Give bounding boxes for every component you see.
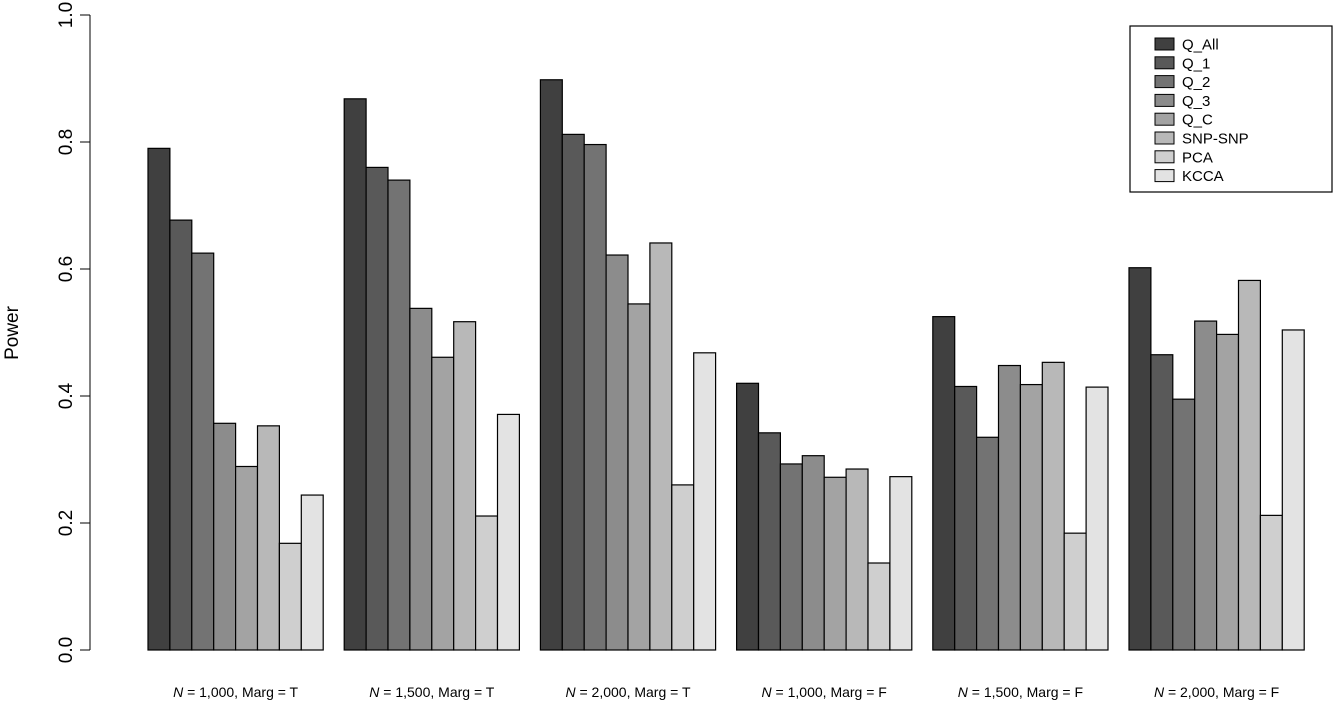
bar [867, 562, 891, 651]
bar [954, 385, 978, 651]
legend-item: SNP-SNP [1154, 131, 1249, 148]
bar [1259, 514, 1283, 651]
bar [671, 484, 695, 651]
bar [1019, 383, 1043, 651]
legend-label: Q_3 [1182, 93, 1210, 110]
bar-group [932, 316, 1109, 651]
legend-box [1129, 25, 1333, 193]
bar [300, 494, 324, 651]
bar [561, 133, 585, 651]
y-tick-label: 1.0 [56, 2, 77, 28]
y-tick-label: 0.2 [56, 510, 77, 536]
legend-label: Q_All [1182, 37, 1219, 54]
bar [1041, 361, 1065, 651]
y-axis-title: Power [2, 305, 23, 360]
x-category-label: N = 2,000, Marg = T [565, 684, 690, 700]
y-tick-label: 0.4 [56, 382, 77, 409]
bar [1128, 267, 1152, 651]
y-tick-label: 0.8 [56, 129, 77, 155]
y-tick-label: 0.6 [56, 256, 77, 282]
bar [496, 413, 520, 651]
legend-item: Q_1 [1154, 55, 1210, 72]
bar [1194, 320, 1218, 651]
legend-label: Q_2 [1182, 74, 1210, 91]
legend-item: Q_2 [1154, 74, 1210, 91]
bar [735, 382, 760, 651]
legend-swatch [1154, 150, 1175, 164]
x-category-label: N = 1,500, Marg = T [369, 684, 494, 700]
bar [256, 425, 280, 651]
bar [409, 307, 433, 651]
legend-swatch [1154, 37, 1175, 51]
bar [823, 476, 847, 651]
x-category-label: N = 2,000, Marg = F [1154, 684, 1279, 700]
bar [932, 316, 956, 651]
bar [605, 254, 629, 651]
bar [583, 143, 607, 651]
bar [1063, 532, 1087, 651]
bar [387, 179, 411, 651]
legend-item: Q_3 [1154, 93, 1210, 110]
bar [169, 219, 193, 651]
bar [757, 432, 781, 651]
bar [453, 321, 477, 651]
bar [475, 515, 499, 651]
bar [649, 242, 673, 651]
y-tick-label: 0.0 [56, 637, 77, 663]
legend-item: Q_All [1154, 37, 1219, 54]
x-category-label: N = 1,500, Marg = F [958, 684, 1083, 700]
bar [693, 352, 717, 651]
bar-group [343, 98, 520, 651]
y-axis: 0.0 0.2 0.4 0.6 0.8 1.0 [56, 2, 91, 663]
legend-label: Q_1 [1182, 55, 1210, 72]
x-axis-category-labels: N = 1,000, Marg = T N = 1,500, Marg = T N … [173, 684, 1279, 700]
legend-swatch [1154, 112, 1175, 126]
bar [343, 98, 367, 651]
legend-item: Q_C [1154, 112, 1213, 129]
bar [1172, 398, 1196, 651]
legend-item: PCA [1154, 149, 1213, 166]
legend-swatch [1154, 169, 1175, 183]
bar [1150, 354, 1174, 651]
bar [627, 303, 651, 651]
bar [278, 542, 302, 651]
bar [147, 147, 171, 651]
x-category-label: N = 1,000, Marg = T [173, 684, 298, 700]
bar [1085, 386, 1109, 651]
bar [845, 468, 869, 651]
bar-group [735, 382, 913, 651]
bar [975, 436, 1000, 651]
legend-label: KCCA [1182, 168, 1224, 185]
bar [779, 463, 803, 651]
bar [213, 422, 237, 651]
x-category-label: N = 1,000, Marg = F [762, 684, 887, 700]
legend-label: Q_C [1182, 112, 1213, 129]
bar-group [147, 147, 324, 651]
legend-label: SNP-SNP [1182, 131, 1249, 148]
bar [539, 79, 563, 651]
bar [235, 465, 259, 651]
legend-swatch [1154, 93, 1175, 107]
bar [1281, 329, 1305, 651]
legend-swatch [1154, 56, 1175, 70]
bar [365, 166, 389, 651]
bars [147, 79, 1305, 651]
bar [997, 364, 1021, 651]
bar-group [539, 79, 717, 651]
bar [431, 356, 455, 651]
bar [1215, 333, 1240, 651]
bar [1237, 279, 1261, 651]
legend-swatch [1154, 131, 1175, 145]
legend-label: PCA [1182, 149, 1213, 166]
legend-swatch [1154, 75, 1175, 89]
legend-item: KCCA [1154, 168, 1224, 185]
bar [889, 476, 913, 651]
bar [191, 252, 215, 651]
bar-group [1128, 267, 1305, 651]
bar [801, 455, 825, 651]
